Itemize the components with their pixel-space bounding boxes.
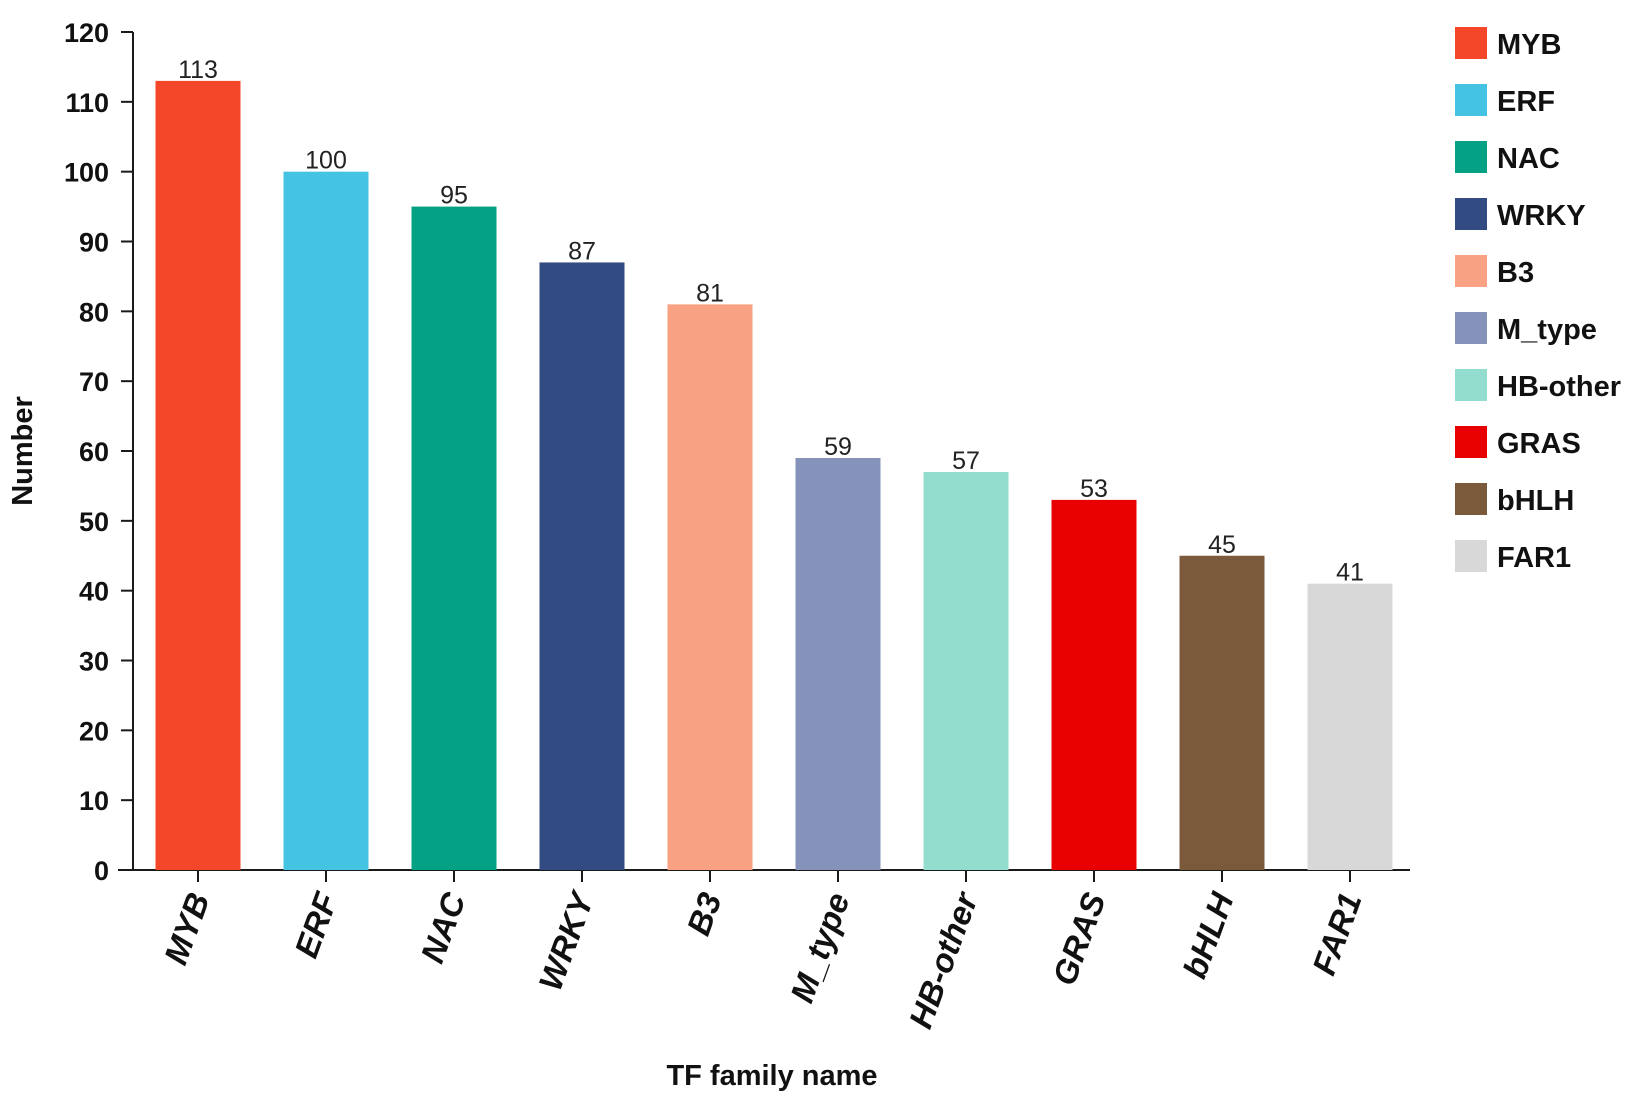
- value-label: 53: [1080, 475, 1108, 503]
- legend-label: GRAS: [1497, 428, 1581, 460]
- y-tick-label: 30: [79, 647, 109, 677]
- y-tick-label: 50: [79, 507, 109, 537]
- value-label: 59: [824, 433, 852, 461]
- legend-item: NAC: [1455, 141, 1560, 175]
- bar-gras: [1051, 499, 1137, 870]
- x-tick-label: FAR1: [1305, 888, 1369, 980]
- legend-swatch: [1455, 141, 1487, 173]
- legend-label: WRKY: [1497, 200, 1586, 232]
- x-tick-label: M_type: [783, 888, 857, 1008]
- legend-item: WRKY: [1455, 198, 1586, 232]
- bar-wrky: [539, 262, 625, 870]
- bar-m-type: [795, 457, 881, 870]
- y-tick-label: 80: [79, 297, 109, 327]
- x-axis: [118, 869, 1410, 882]
- legend-swatch: [1455, 483, 1487, 515]
- legend-swatch: [1455, 198, 1487, 230]
- y-tick-label: 100: [64, 158, 109, 188]
- x-tick-label: B3: [679, 888, 728, 940]
- x-tick-label: GRAS: [1045, 888, 1112, 990]
- y-axis-title: Number: [7, 396, 39, 506]
- legend-swatch: [1455, 27, 1487, 59]
- legend-swatch: [1455, 369, 1487, 401]
- legend-item: GRAS: [1455, 426, 1581, 460]
- legend-item: MYB: [1455, 27, 1561, 61]
- legend-label: MYB: [1497, 29, 1561, 61]
- value-label: 113: [178, 56, 218, 84]
- legend-label: FAR1: [1497, 542, 1571, 574]
- legend-label: HB-other: [1497, 371, 1621, 403]
- x-axis-title: TF family name: [666, 1060, 877, 1092]
- y-tick-label: 90: [79, 228, 109, 258]
- bars: [155, 80, 1393, 871]
- value-label: 87: [568, 237, 596, 265]
- y-tick-label: 0: [94, 856, 109, 886]
- value-label: 45: [1208, 531, 1236, 559]
- legend-label: NAC: [1497, 143, 1560, 175]
- y-tick-label: 60: [79, 437, 109, 467]
- bar-erf: [283, 171, 369, 870]
- legend-item: ERF: [1455, 84, 1555, 118]
- y-tick-labels: 0 10 20 30 40 50 60 70 80 90 100 110 120: [64, 18, 109, 886]
- legend-item: M_type: [1455, 312, 1597, 346]
- x-tick-label: MYB: [157, 888, 217, 970]
- legend-item: FAR1: [1455, 540, 1571, 574]
- legend-swatch: [1455, 540, 1487, 572]
- bar-bhlh: [1179, 555, 1265, 870]
- y-tick-label: 20: [79, 716, 109, 746]
- y-tick-label: 10: [79, 786, 109, 816]
- value-label: 100: [305, 147, 347, 175]
- y-axis: [121, 31, 134, 871]
- legend-item: bHLH: [1455, 483, 1574, 517]
- x-tick-label: WRKY: [531, 885, 601, 995]
- y-tick-label: 120: [64, 18, 109, 48]
- value-label: 81: [696, 279, 724, 307]
- bar-myb: [155, 80, 241, 871]
- x-tick-labels: MYB ERF NAC WRKY B3 M_type HB-other GRAS bHLH FAR…: [157, 885, 1369, 1033]
- x-tick-label: bHLH: [1176, 887, 1241, 983]
- legend-item: B3: [1455, 255, 1534, 289]
- value-label: 57: [952, 447, 980, 475]
- y-tick-label: 70: [79, 367, 109, 397]
- y-tick-label: 110: [65, 88, 109, 118]
- legend-label: M_type: [1497, 314, 1597, 346]
- legend-label: B3: [1497, 257, 1534, 289]
- legend-swatch: [1455, 255, 1487, 287]
- legend-swatch: [1455, 84, 1487, 116]
- legend-label: bHLH: [1497, 485, 1574, 517]
- bar-nac: [411, 206, 497, 871]
- y-tick-label: 40: [79, 577, 109, 607]
- value-labels: 113 100 95 87 81 59 57 53 45 41: [178, 56, 1364, 587]
- bar-b3: [667, 304, 753, 871]
- x-tick-label: ERF: [287, 887, 345, 962]
- legend: MYB ERF NAC WRKY B3 M_type HB-other GRAS bHLH FAR…: [1455, 27, 1621, 574]
- legend-swatch: [1455, 312, 1487, 344]
- value-label: 41: [1336, 559, 1364, 587]
- bar-hb-other: [923, 471, 1009, 870]
- bar-far1: [1307, 583, 1393, 870]
- legend-label: ERF: [1497, 86, 1555, 118]
- x-tick-label: NAC: [413, 887, 473, 968]
- value-label: 95: [440, 182, 468, 210]
- legend-swatch: [1455, 426, 1487, 458]
- x-tick-label: HB-other: [902, 886, 986, 1033]
- legend-item: HB-other: [1455, 369, 1621, 403]
